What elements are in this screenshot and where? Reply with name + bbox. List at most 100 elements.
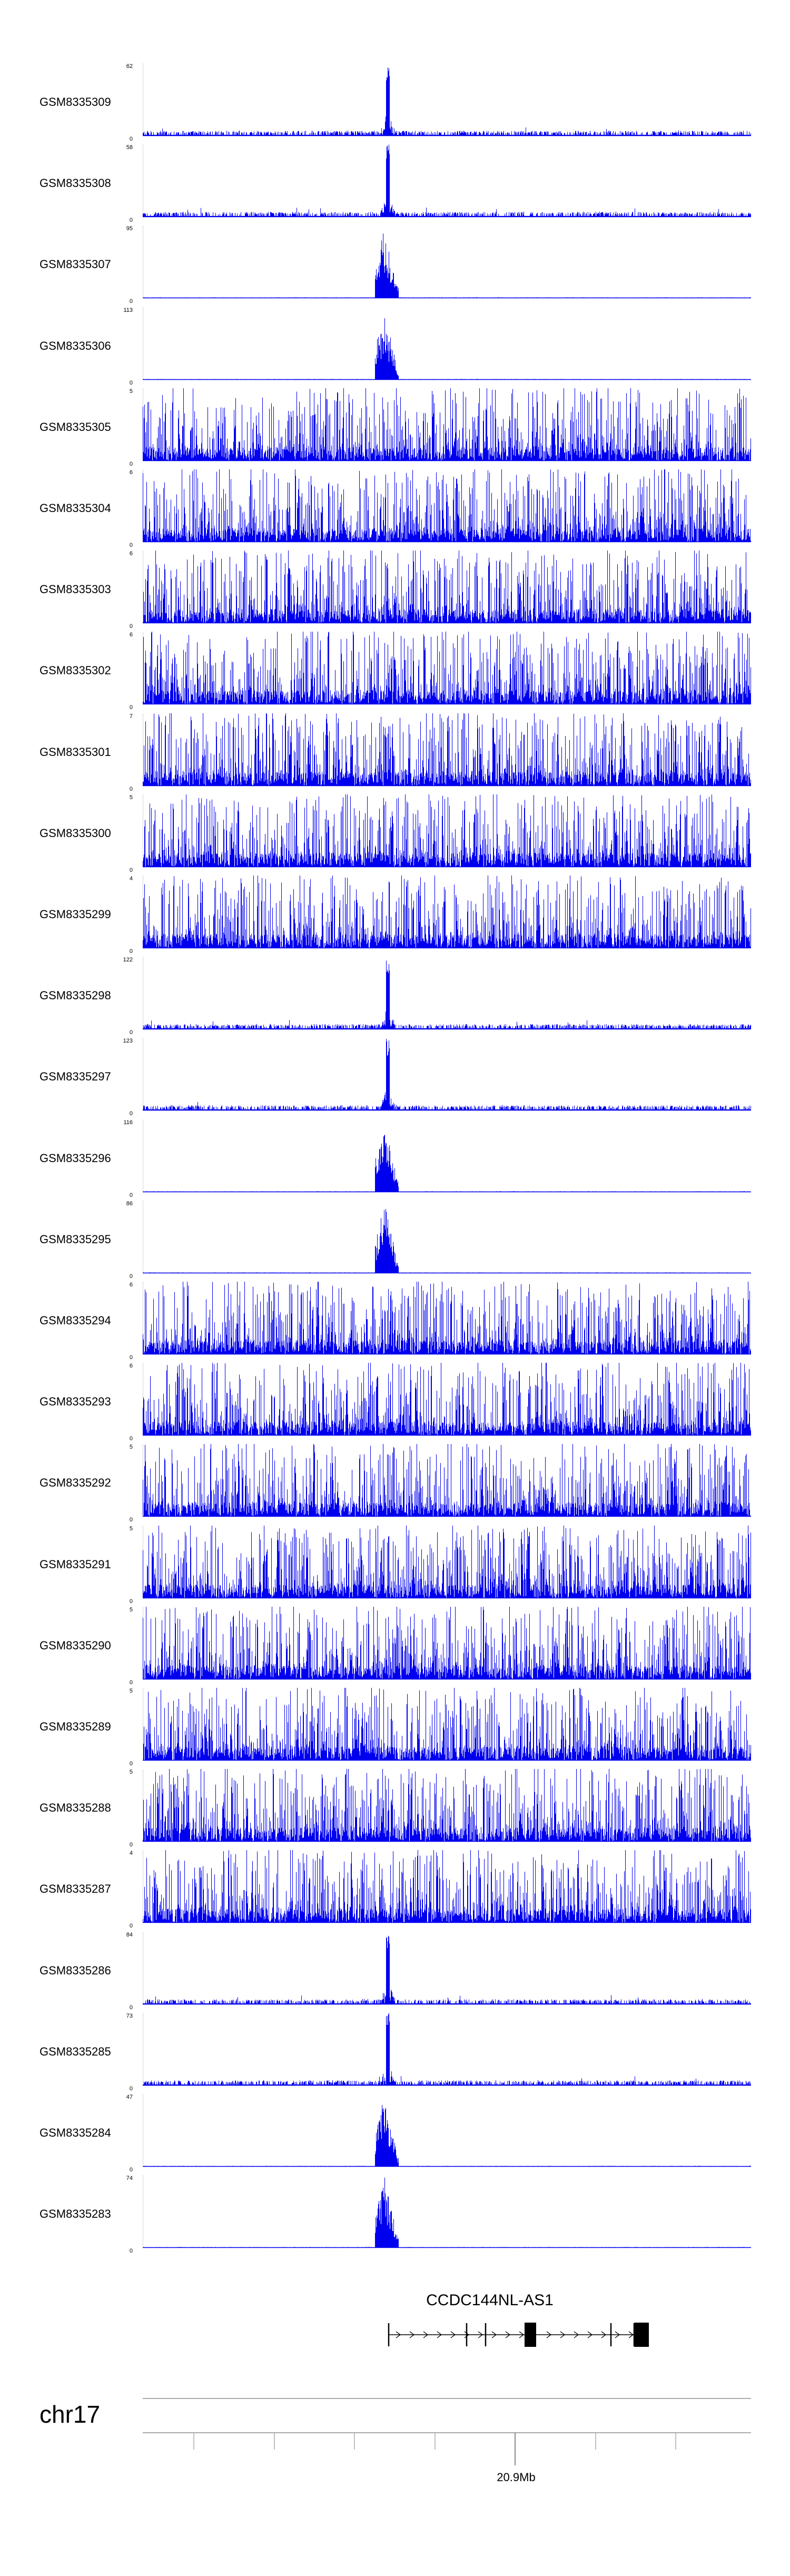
track-label: GSM8335307	[39, 258, 111, 271]
track-signal-plot	[143, 1931, 751, 2004]
signal-area	[143, 632, 751, 705]
track-label: GSM8335308	[39, 176, 111, 190]
track-ymax: 4	[129, 876, 133, 882]
track-ymin: 0	[129, 136, 133, 142]
track-ymin: 0	[129, 1273, 133, 1280]
track-ymin: 0	[129, 1923, 133, 1930]
track-ymin: 0	[129, 1761, 133, 1767]
gene-exon-block	[634, 2323, 649, 2347]
track-ymax: 123	[123, 1038, 133, 1045]
track-ymin: 0	[129, 1842, 133, 1849]
track-label: GSM8335301	[39, 745, 111, 759]
track-ymax: 74	[126, 2175, 133, 2182]
chromosome-label: chr17	[39, 2401, 101, 2428]
strand-arrow	[491, 2331, 497, 2338]
signal-area	[143, 876, 751, 948]
track-signal-plot	[143, 2094, 751, 2167]
track-ymax: 6	[129, 1282, 133, 1288]
gene-name: CCDC144NL-AS1	[426, 2292, 554, 2309]
track-label: GSM8335289	[39, 1720, 111, 1733]
track-ymin: 0	[129, 867, 133, 873]
track-label: GSM8335305	[39, 420, 111, 434]
track-ymax: 4	[129, 1850, 133, 1857]
track-GSM8335298: GSM8335298 122 0	[0, 957, 790, 1038]
track-ymax: 84	[126, 1931, 133, 1938]
track-ymin: 0	[129, 2167, 133, 2173]
track-ymax: 5	[129, 1444, 133, 1451]
track-label: GSM8335287	[39, 1882, 111, 1896]
track-label: GSM8335290	[39, 1638, 111, 1652]
track-signal-plot	[143, 632, 751, 705]
track-label: GSM8335302	[39, 664, 111, 677]
track-GSM8335299: GSM8335299 4 0	[0, 876, 790, 957]
signal-area	[143, 1850, 751, 1923]
track-ymax: 116	[123, 1119, 133, 1126]
strand-arrow	[574, 2331, 579, 2338]
track-label: GSM8335293	[39, 1395, 111, 1409]
track-label: GSM8335295	[39, 1232, 111, 1246]
track-signal-plot	[143, 1850, 751, 1923]
strand-arrow	[560, 2331, 566, 2338]
track-signal-plot	[143, 1363, 751, 1436]
track-GSM8335308: GSM8335308 58 0	[0, 144, 790, 225]
track-GSM8335294: GSM8335294 6 0	[0, 1282, 790, 1363]
track-ymin: 0	[129, 2004, 133, 2011]
track-ymax: 73	[126, 2012, 133, 2019]
track-ymax: 47	[126, 2094, 133, 2100]
strand-arrow	[478, 2331, 483, 2338]
track-ymax: 95	[126, 225, 133, 232]
track-ymin: 0	[129, 1192, 133, 1198]
signal-area	[143, 388, 751, 461]
track-ymin: 0	[129, 785, 133, 792]
strand-arrow	[587, 2331, 593, 2338]
track-signal-plot	[143, 2012, 751, 2086]
track-GSM8335296: GSM8335296 116 0	[0, 1119, 790, 1201]
track-label: GSM8335292	[39, 1476, 111, 1490]
signal-area	[143, 1444, 751, 1517]
track-ymin: 0	[129, 460, 133, 467]
track-label: GSM8335283	[39, 2207, 111, 2221]
track-signal-plot	[143, 550, 751, 624]
track-ymin: 0	[129, 948, 133, 955]
track-label: GSM8335299	[39, 908, 111, 921]
track-GSM8335291: GSM8335291 5 0	[0, 1525, 790, 1607]
track-GSM8335286: GSM8335286 84 0	[0, 1931, 790, 2013]
signal-area	[143, 713, 751, 786]
track-ymax: 5	[129, 1769, 133, 1776]
track-ymin: 0	[129, 1598, 133, 1605]
track-ymin: 0	[129, 298, 133, 305]
signal-area	[143, 794, 751, 867]
strand-arrow	[409, 2331, 415, 2338]
track-label: GSM8335284	[39, 2126, 111, 2139]
track-signal-plot	[143, 225, 751, 299]
track-ymax: 5	[129, 794, 133, 801]
track-GSM8335290: GSM8335290 5 0	[0, 1606, 790, 1688]
track-signal-plot	[143, 1525, 751, 1598]
track-label: GSM8335304	[39, 502, 111, 515]
track-ymin: 0	[129, 1679, 133, 1686]
track-signal-plot	[143, 144, 751, 218]
track-ymin: 0	[129, 704, 133, 711]
track-ymax: 5	[129, 1525, 133, 1532]
strand-arrow	[437, 2331, 442, 2338]
strand-arrow	[519, 2331, 525, 2338]
signal-area	[143, 1525, 751, 1598]
track-signal-plot	[143, 876, 751, 949]
track-ymax: 6	[129, 1363, 133, 1370]
track-signal-plot	[143, 794, 751, 868]
track-label: GSM8335285	[39, 2044, 111, 2058]
signal-area	[143, 1282, 751, 1354]
track-signal-plot	[143, 2175, 751, 2248]
track-ymin: 0	[129, 217, 133, 224]
track-GSM8335283: GSM8335283 74 0	[0, 2175, 790, 2256]
track-GSM8335300: GSM8335300 5 0	[0, 794, 790, 876]
track-signal-plot	[143, 1769, 751, 1842]
track-ymax: 6	[129, 632, 133, 638]
track-ymax: 58	[126, 144, 133, 151]
track-label: GSM8335286	[39, 1963, 111, 1977]
strand-arrow	[396, 2331, 401, 2338]
track-ymax: 62	[126, 63, 133, 70]
x-tick-label: 20.9Mb	[497, 2471, 536, 2484]
track-signal-plot	[143, 1282, 751, 1355]
